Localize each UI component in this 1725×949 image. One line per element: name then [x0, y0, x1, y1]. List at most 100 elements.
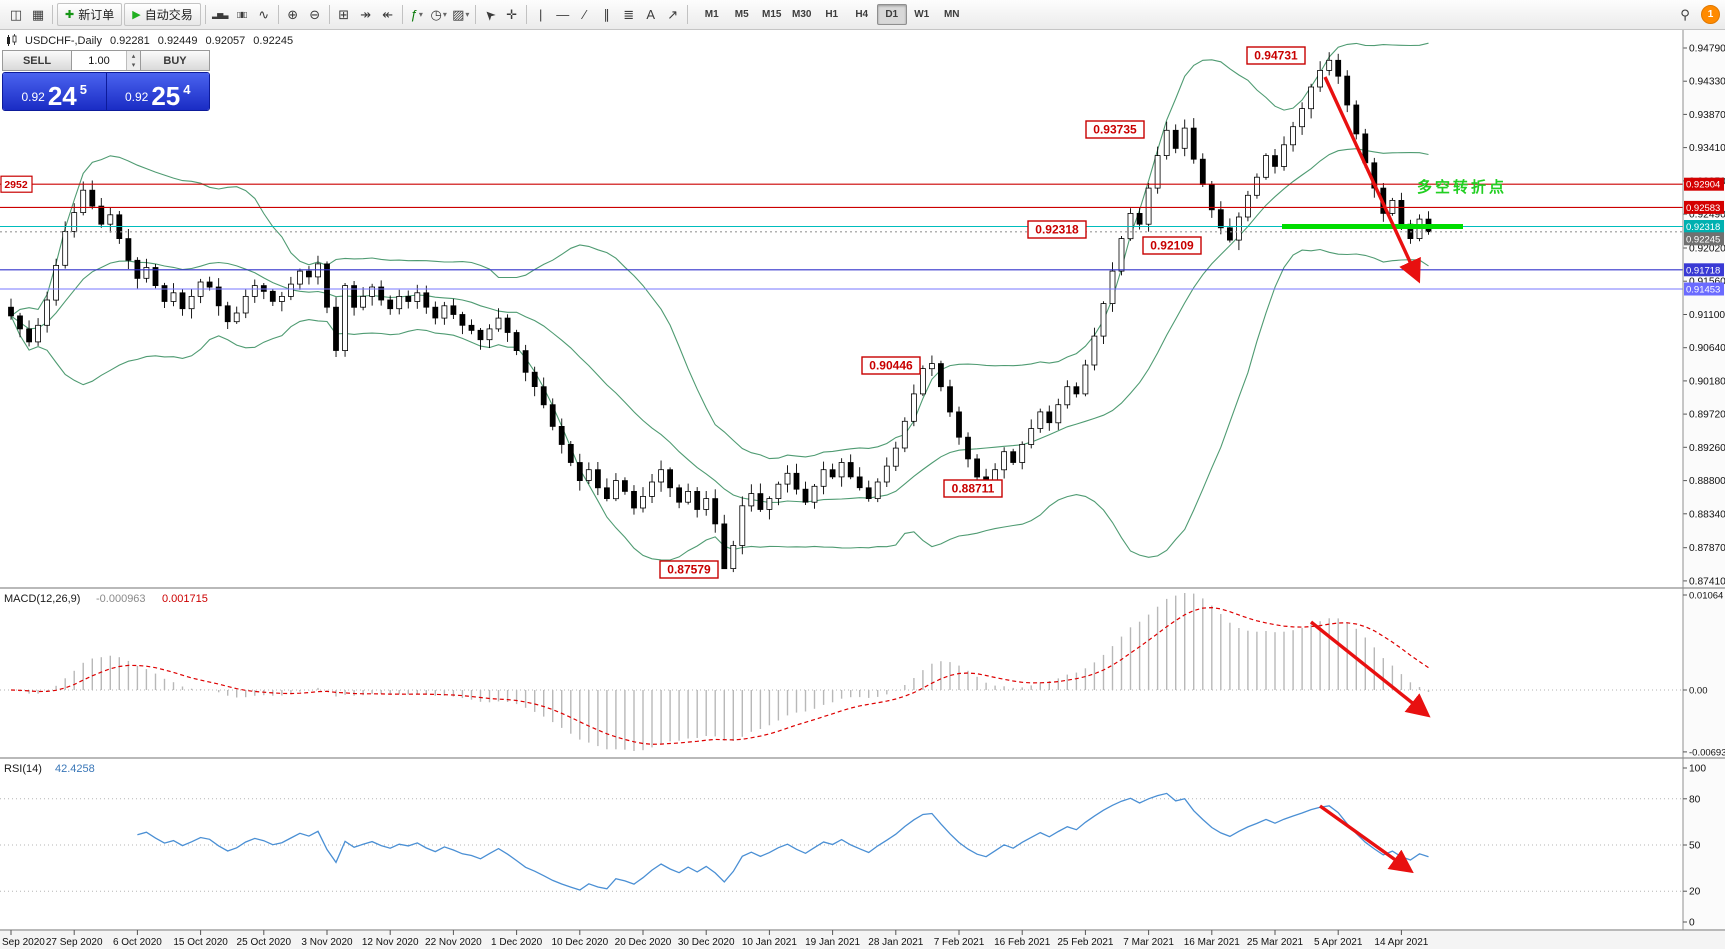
time-axis-labels: Sep 2020 27 Sep 2020 6 Oct 2020 15 Oct 2020… — [2, 930, 1429, 948]
timeframe-H4[interactable]: H4 — [855, 9, 869, 20]
lot-increment-arrow[interactable]: ▴ — [127, 51, 140, 61]
search-icon[interactable]: ⚲ — [1680, 6, 1690, 22]
timeframe-W1[interactable]: W1 — [914, 9, 930, 20]
time-axis-label: 5 Apr 2021 — [1314, 937, 1363, 948]
ohlc-close: 0.92245 — [253, 34, 294, 47]
sell-price-display[interactable]: 0.92 24 5 — [3, 73, 107, 110]
zoom-out-icon[interactable]: ⊖ — [309, 6, 321, 22]
profiles-icon[interactable]: ▦ — [31, 6, 45, 22]
sell-button[interactable]: SELL — [2, 50, 72, 71]
macd-scale-label: 0.01064 — [1689, 590, 1723, 601]
horizontal-lines[interactable]: 2952 — [0, 175, 1683, 290]
price-callout-box[interactable] — [1027, 220, 1087, 239]
price-tag — [1684, 200, 1724, 214]
svg-text:0.87870: 0.87870 — [1689, 543, 1725, 554]
price-callout-box[interactable] — [1142, 236, 1202, 255]
period-icon-dropdown-caret[interactable]: ▾ — [442, 10, 447, 19]
timeframe-D1[interactable]: D1 — [876, 4, 907, 25]
chinese-annotation[interactable]: 多空转折点 — [1417, 178, 1507, 196]
ohlc-high: 0.92449 — [157, 34, 198, 47]
macd-trend-arrow[interactable] — [1309, 620, 1431, 718]
indicators-icon-dropdown-caret[interactable]: ▾ — [418, 10, 423, 19]
lot-size-value[interactable]: 1.00 — [88, 54, 110, 67]
rsi-value: 42.4258 — [55, 763, 95, 775]
arrows-icon[interactable]: ↗ — [667, 6, 679, 22]
vertical-line-icon[interactable]: | — [539, 7, 543, 22]
toolbar-separator — [328, 5, 330, 24]
lot-size-field[interactable]: 1.00 ▴ ▾ — [72, 50, 140, 71]
rsi-scale-label: 80 — [1689, 794, 1701, 805]
rsi-scale-label: 20 — [1689, 887, 1701, 898]
timeframe-M15[interactable]: M15 — [761, 9, 782, 20]
templates-icon[interactable]: ▨ ▾ — [452, 6, 470, 22]
timeframe-MN[interactable]: MN — [943, 9, 960, 20]
line-left-label-box[interactable] — [0, 175, 33, 193]
fibonacci-icon[interactable]: ≣ — [623, 6, 635, 22]
price-callout-box[interactable] — [943, 479, 1003, 498]
lot-decrement-arrow[interactable]: ▾ — [127, 60, 140, 70]
rsi-trend-arrow[interactable] — [1319, 804, 1414, 874]
price-scale-column — [1683, 30, 1725, 949]
one-click-trading-panel: SELL 1.00 ▴ ▾ BUY 0.92 24 5 0.92 25 4 — [2, 50, 210, 111]
indicators-icon[interactable]: ƒ ▾ — [410, 7, 423, 22]
price-callout-box[interactable] — [1085, 120, 1145, 139]
price-callout-box[interactable] — [659, 560, 719, 579]
ohlc-open: 0.92281 — [110, 34, 150, 47]
candlestick-chart-icon[interactable]: ▯▮▯ — [236, 10, 248, 19]
main-trend-arrow[interactable] — [1323, 76, 1421, 284]
new-order-button-icon: ✚ — [65, 9, 75, 21]
rsi-scale-label: 0 — [1689, 918, 1695, 929]
price-callout-text: 0.88711 — [952, 482, 995, 496]
price-callout-box[interactable] — [861, 356, 921, 375]
timeframe-M1[interactable]: M1 — [704, 9, 719, 20]
autotrading-button[interactable]: ▶ 自动交易 — [124, 3, 201, 26]
time-axis-label: 7 Feb 2021 — [934, 937, 985, 948]
chart-shift-icon[interactable]: ↞ — [382, 6, 394, 22]
notification-badge[interactable]: 1 — [1701, 5, 1720, 24]
crosshair-icon[interactable]: ✛ — [506, 6, 518, 22]
price-tag — [1684, 282, 1724, 296]
equidistant-channel-icon[interactable]: ∥ — [603, 6, 610, 22]
price-tag — [1684, 263, 1724, 277]
svg-text:0.91560: 0.91560 — [1689, 277, 1725, 288]
time-axis-label: 6 Oct 2020 — [113, 937, 162, 948]
buy-price-point: 4 — [183, 82, 191, 97]
price-callout-labels[interactable]: 0.94731 0.93735 0.92318 0.92109 0.90446 0.887… — [659, 46, 1306, 579]
tile-windows-icon[interactable]: ⊞ — [338, 6, 350, 22]
templates-icon-dropdown-caret[interactable]: ▾ — [465, 10, 470, 19]
new-chart-icon[interactable]: ◫ — [9, 6, 23, 22]
lot-spinner[interactable]: ▴ ▾ — [126, 51, 140, 70]
time-axis-label: 10 Jan 2021 — [742, 937, 797, 948]
chart-canvas[interactable] — [0, 30, 1683, 587]
line-chart-icon[interactable]: ∿ — [258, 6, 270, 22]
bar-chart-icon[interactable]: ▂▅▃ — [211, 10, 228, 19]
timeframe-H1[interactable]: H1 — [825, 9, 839, 20]
svg-text:0.94330: 0.94330 — [1689, 77, 1725, 88]
buy-price-pips: 25 — [151, 80, 181, 111]
timeframe-M5[interactable]: M5 — [734, 9, 749, 20]
zoom-in-icon[interactable]: ⊕ — [287, 6, 299, 22]
time-axis-label: Sep 2020 — [2, 937, 45, 948]
buy-price-display[interactable]: 0.92 25 4 — [106, 73, 209, 111]
buy-button[interactable]: BUY — [140, 50, 210, 71]
trendline-icon[interactable]: ∕ — [583, 7, 586, 22]
timeframe-M30[interactable]: M30 — [791, 9, 812, 20]
macd-signal-line — [10, 606, 1429, 745]
svg-text:0.91100: 0.91100 — [1689, 310, 1725, 321]
autotrading-button-label: 自动交易 — [144, 8, 193, 22]
toolbar-separator — [474, 5, 476, 24]
text-icon[interactable]: A — [646, 7, 656, 22]
new-order-button[interactable]: ✚ 新订单 — [57, 3, 123, 26]
macd-label: MACD(12,26,9) — [4, 593, 80, 605]
horizontal-line-icon[interactable]: — — [556, 7, 570, 22]
price-callout-box[interactable] — [1246, 46, 1306, 65]
svg-text:0.94790: 0.94790 — [1689, 43, 1725, 54]
time-axis-label: 7 Mar 2021 — [1123, 937, 1174, 948]
time-axis-label: 27 Sep 2020 — [46, 937, 103, 948]
ohlc-low: 0.92057 — [205, 34, 246, 47]
buy-price-main: 0.92 — [124, 90, 149, 104]
auto-scroll-icon[interactable]: ↠ — [360, 6, 372, 22]
period-icon[interactable]: ◷ ▾ — [430, 6, 447, 22]
svg-text:0.92490: 0.92490 — [1689, 210, 1725, 221]
